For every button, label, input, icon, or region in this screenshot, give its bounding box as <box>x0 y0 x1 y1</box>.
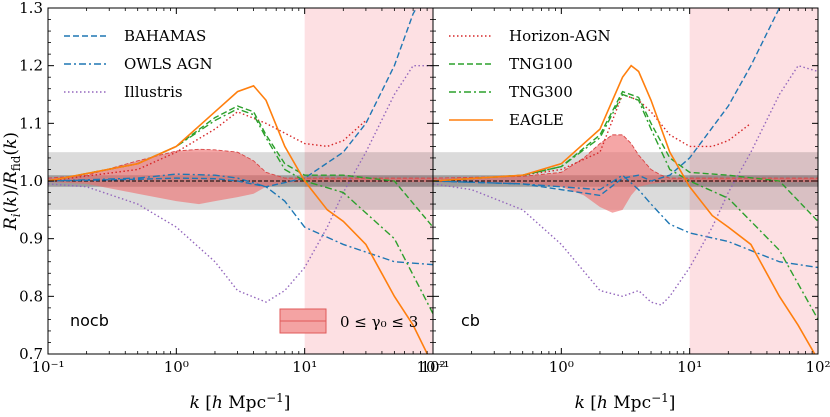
y-tick-label: 0.7 <box>19 345 43 363</box>
legend-fill-label: 0 ≤ γ₀ ≤ 3 <box>340 313 418 331</box>
fill-band-gamma0 <box>433 134 818 213</box>
panel-cb: 10⁻¹ 10⁰ 10¹ 10² cb Horizon-AGN TNG100 TNG300… <box>416 7 830 376</box>
legend-item-eagle: EAGLE <box>449 111 564 129</box>
legend-label: EAGLE <box>509 111 564 129</box>
series-line-illustris <box>433 64 818 306</box>
legend-item-illustris: Illustris <box>64 83 183 101</box>
series-line-eagle <box>433 64 816 354</box>
legend-item-tng100: TNG100 <box>449 55 573 73</box>
legend-right: Horizon-AGN TNG100 TNG300 EAGLE <box>449 27 611 129</box>
legend-label: Horizon-AGN <box>509 27 611 45</box>
x-tick-label: 10² <box>805 358 830 376</box>
y-tick-label: 1.2 <box>19 57 43 75</box>
legend-label: TNG100 <box>509 55 573 73</box>
legend-item-bahamas: BAHAMAS <box>64 27 206 45</box>
legend-label: BAHAMAS <box>124 27 206 45</box>
series-line-owls-agn <box>433 174 818 269</box>
x-tick-label: 10⁰ <box>164 358 189 376</box>
x-tick-label: 10¹ <box>292 358 317 376</box>
fill-band-gamma0 <box>48 149 433 205</box>
x-tick-label: 10⁰ <box>549 358 574 376</box>
x-tick-label: 10² <box>420 358 445 376</box>
legend-item-tng300: TNG300 <box>449 83 573 101</box>
x-axis-label-right: k [h Mpc−1] <box>575 391 676 413</box>
series-line-tng300 <box>433 93 818 320</box>
series-line-eagle <box>48 84 429 354</box>
panel-nocb-series <box>48 8 433 354</box>
y-tick-label: 1.3 <box>19 0 43 17</box>
y-tick-label: 0.8 <box>19 287 43 305</box>
legend-label: Illustris <box>124 83 183 101</box>
x-tick-label: 10⁻¹ <box>31 358 64 376</box>
panel-label-nocb: nocb <box>70 311 109 330</box>
x-axis-label-left: k [h Mpc−1] <box>190 391 291 413</box>
series-line-owls-agn <box>48 173 433 266</box>
x-tick-label: 10⁻¹ <box>416 358 449 376</box>
legend-item-horizon-agn: Horizon-AGN <box>449 27 611 45</box>
series-line-bahamas <box>433 8 781 197</box>
legend-label: OWLS AGN <box>124 55 213 73</box>
legend-label: TNG300 <box>509 83 573 101</box>
y-tick-label: 0.9 <box>19 230 43 248</box>
legend-left: BAHAMAS OWLS AGN Illustris <box>64 27 213 101</box>
legend-item-owls-agn: OWLS AGN <box>64 55 213 73</box>
y-axis-label: Ri(k)/Rfid(k) <box>1 132 23 231</box>
legend-fill-band: 0 ≤ γ₀ ≤ 3 <box>279 308 418 334</box>
panel-cb-axes: 10⁻¹ 10⁰ 10¹ 10² <box>416 7 830 376</box>
series-line-bahamas <box>48 8 418 188</box>
panel-cb-series <box>433 8 818 354</box>
x-tick-label: 10¹ <box>677 358 702 376</box>
panel-label-cb: cb <box>461 311 480 330</box>
fill-band-upper-edge <box>48 148 433 179</box>
y-tick-label: 1.1 <box>19 114 43 132</box>
series-line-horizon-agn <box>433 93 752 182</box>
y-tick-label: 1.0 <box>19 172 43 190</box>
